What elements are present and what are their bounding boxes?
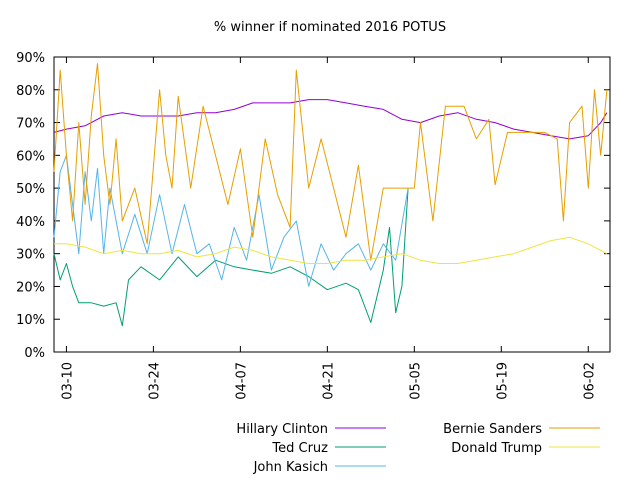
series-line-donald-trump xyxy=(54,236,608,264)
legend: Hillary Clinton Ted Cruz John Kasich Bernie… xyxy=(236,422,600,475)
y-axis: 0% 10% 20% 30% 40% 50% 60% 70% 80% 90% xyxy=(16,51,610,361)
legend-label: Hillary Clinton xyxy=(236,422,328,437)
y-tick-label: 0% xyxy=(24,346,45,361)
legend-label: John Kasich xyxy=(253,460,328,475)
y-tick-label: 40% xyxy=(16,215,45,230)
series-line-hillary-clinton xyxy=(53,99,608,140)
x-axis: 03-10 03-24 04-07 04-21 05-05 05-19 06-02 xyxy=(60,57,597,400)
series-layer xyxy=(53,63,608,327)
series-line-john-kasich xyxy=(53,154,409,287)
x-tick-label: 03-24 xyxy=(147,362,162,400)
x-tick-label: 05-05 xyxy=(408,362,423,400)
y-tick-label: 80% xyxy=(16,84,45,99)
legend-label: Bernie Sanders xyxy=(443,422,542,437)
y-tick-label: 50% xyxy=(16,182,45,197)
legend-label: Donald Trump xyxy=(451,441,542,456)
chart-title: % winner if nominated 2016 POTUS xyxy=(214,20,446,35)
y-tick-label: 60% xyxy=(16,149,45,164)
x-tick-label: 06-02 xyxy=(582,362,597,400)
y-tick-label: 20% xyxy=(16,280,45,295)
x-tick-label: 04-21 xyxy=(321,362,336,400)
legend-label: Ted Cruz xyxy=(271,441,328,456)
y-tick-label: 30% xyxy=(16,248,45,263)
x-tick-label: 05-19 xyxy=(495,362,510,400)
y-tick-label: 10% xyxy=(16,313,45,328)
y-tick-label: 90% xyxy=(16,51,45,66)
plot-frame xyxy=(53,56,611,353)
series-line-ted-cruz xyxy=(53,188,409,327)
x-tick-label: 03-10 xyxy=(60,362,75,400)
x-tick-label: 04-07 xyxy=(234,362,249,400)
series-line-bernie-sanders xyxy=(53,63,608,261)
y-tick-label: 70% xyxy=(16,117,45,132)
